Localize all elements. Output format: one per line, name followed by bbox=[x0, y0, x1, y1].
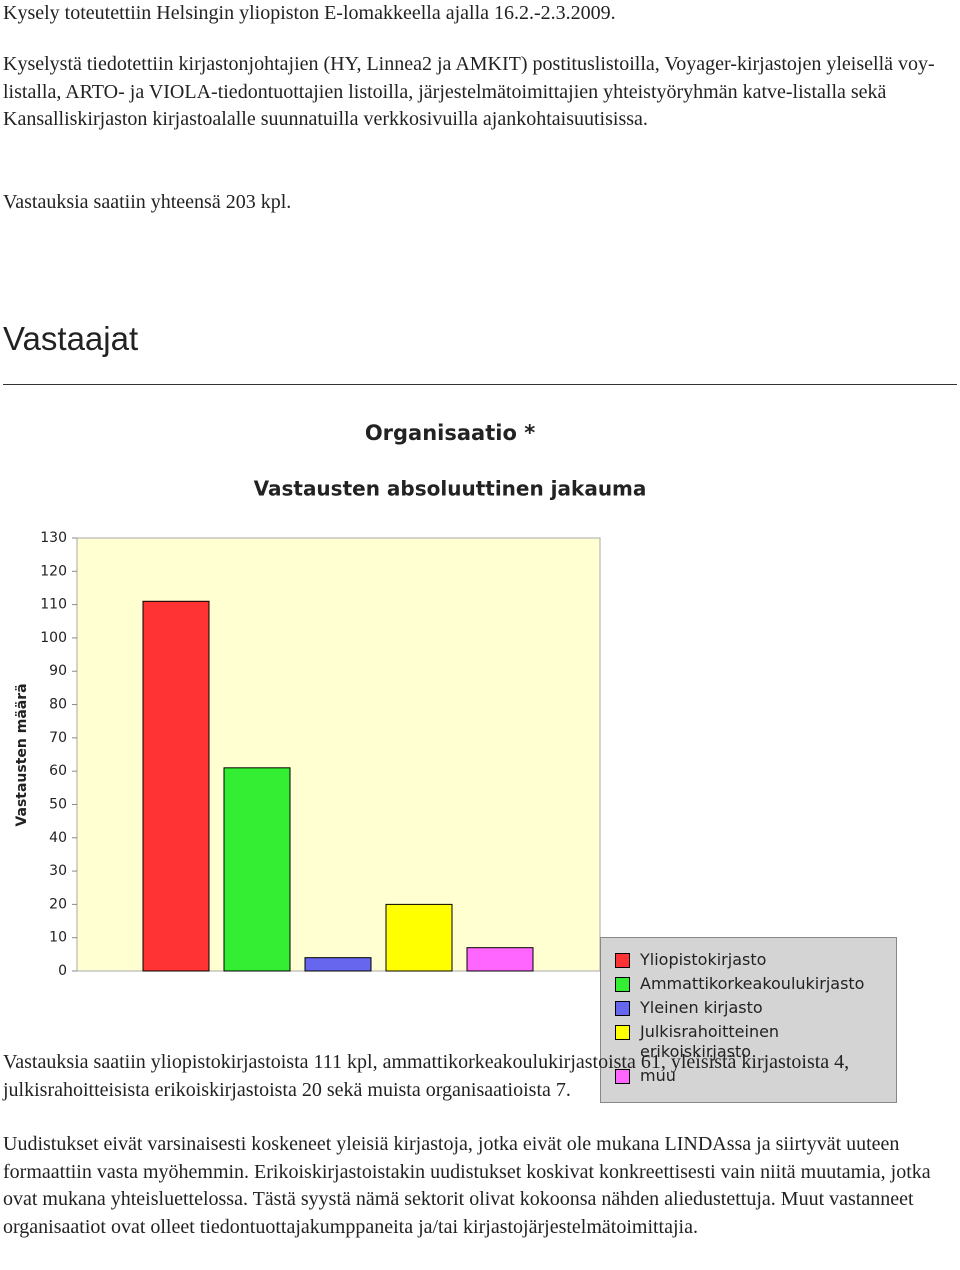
paragraph: Kysely toteutettiin Helsingin yliopiston… bbox=[3, 2, 616, 24]
paragraph: Kyselystä tiedotettiin kirjastonjohtajie… bbox=[3, 53, 935, 131]
y-tick-label: 40 bbox=[49, 830, 67, 846]
y-tick-label: 100 bbox=[40, 630, 67, 646]
legend-swatch bbox=[615, 1069, 630, 1084]
chart: Organisaatio * Vastausten absoluuttinen … bbox=[14, 421, 647, 979]
chart-subtitle: Vastausten absoluuttinen jakauma bbox=[254, 477, 647, 501]
rule bbox=[3, 384, 957, 385]
legend-item: Julkisrahoitteinen erikoiskirjasto bbox=[615, 1022, 875, 1062]
bar bbox=[223, 767, 291, 972]
legend-item: Yleinen kirjasto bbox=[615, 998, 875, 1018]
paragraph: Vastauksia saatiin yhteensä 203 kpl. bbox=[3, 191, 292, 213]
y-tick-label: 10 bbox=[49, 930, 67, 946]
legend-swatch bbox=[615, 1025, 630, 1040]
y-tick-label: 50 bbox=[49, 796, 67, 812]
y-tick-label: 130 bbox=[40, 530, 67, 546]
legend-swatch bbox=[615, 953, 630, 968]
legend-swatch bbox=[615, 1001, 630, 1016]
y-axis-label: Vastausten määrä bbox=[14, 683, 30, 826]
legend-label: muu bbox=[640, 1066, 676, 1085]
legend-item: Yliopistokirjasto bbox=[615, 950, 875, 970]
y-tick-label: 70 bbox=[49, 730, 67, 746]
y-tick-label: 110 bbox=[40, 597, 67, 613]
y-tick-label: 60 bbox=[49, 763, 67, 779]
bar bbox=[385, 903, 453, 972]
legend-label: Ammattikorkeakoulukirjasto bbox=[640, 974, 865, 993]
y-tick-label: 30 bbox=[49, 863, 67, 879]
y-tick-label: 80 bbox=[49, 697, 67, 713]
legend-label: Yliopistokirjasto bbox=[640, 950, 767, 969]
legend: Yliopistokirjasto Ammattikorkeakoulukirja… bbox=[600, 937, 897, 1103]
legend-item: Ammattikorkeakoulukirjasto bbox=[615, 974, 875, 994]
paragraph: Uudistukset eivät varsinaisesti koskenee… bbox=[3, 1133, 931, 1238]
bar bbox=[466, 947, 534, 972]
legend-item: muu bbox=[615, 1066, 875, 1086]
y-tick-label: 0 bbox=[58, 963, 67, 979]
bar bbox=[304, 957, 372, 972]
paragraph: Vastauksia saatiin yliopistokirjastoista… bbox=[3, 1051, 850, 1101]
legend-label: Julkisrahoitteinen erikoiskirjasto bbox=[640, 1022, 780, 1061]
heading: Vastaajat bbox=[3, 320, 139, 357]
y-tick-label: 120 bbox=[40, 563, 67, 579]
y-tick-label: 90 bbox=[49, 663, 67, 679]
y-tick-label: 20 bbox=[49, 896, 67, 912]
legend-label: Yleinen kirjasto bbox=[640, 998, 763, 1017]
chart-title: Organisaatio * bbox=[365, 421, 535, 445]
legend-swatch bbox=[615, 977, 630, 992]
bar bbox=[142, 600, 210, 972]
